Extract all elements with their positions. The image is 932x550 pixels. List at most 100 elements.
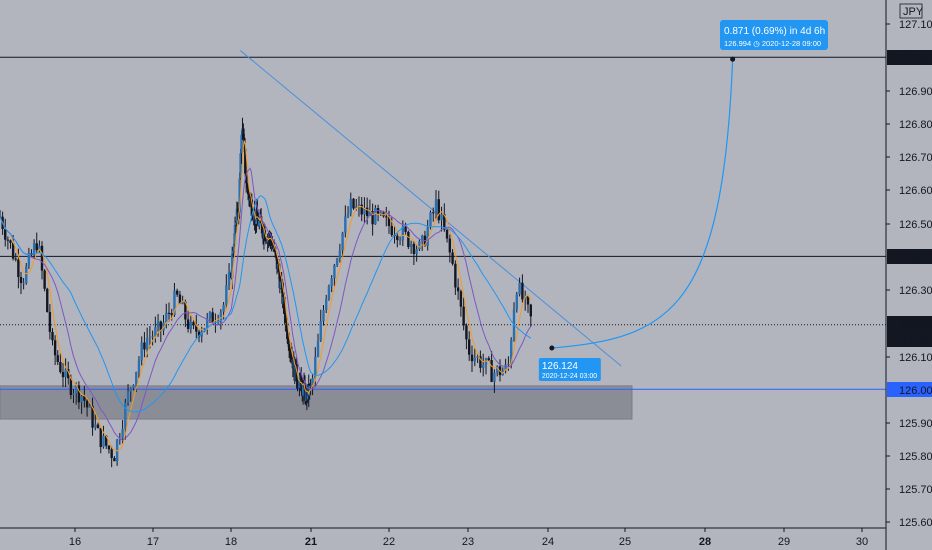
candle-body	[238, 178, 241, 213]
candle-body	[14, 258, 17, 260]
candle-body	[289, 351, 293, 357]
price-axis-background	[886, 0, 932, 550]
candle-body	[225, 285, 228, 305]
candle-body	[234, 222, 238, 225]
candle-body	[19, 277, 23, 283]
candle-body	[434, 199, 438, 213]
candle-body	[250, 199, 253, 216]
candle-body	[206, 318, 209, 329]
candle-body	[244, 149, 247, 174]
time-tick: 18	[225, 536, 237, 548]
candle-body	[459, 291, 463, 307]
candle-body	[363, 207, 366, 215]
candle-body	[159, 321, 162, 331]
candle-body	[273, 247, 277, 253]
candle-body	[479, 356, 482, 368]
candle-body	[327, 286, 331, 300]
candle-body	[401, 226, 405, 241]
price-tick: 126.000	[899, 385, 932, 397]
candle-body	[338, 250, 342, 259]
time-tick: 25	[619, 536, 631, 548]
price-tick: 126.600	[899, 185, 932, 197]
candle-body	[335, 258, 339, 266]
candle-body	[11, 242, 15, 259]
candle-body	[454, 263, 457, 288]
candle-body	[333, 265, 336, 279]
candle-body	[27, 253, 31, 267]
candle-body	[77, 385, 81, 403]
candle-body	[167, 312, 171, 314]
trendline	[240, 50, 622, 367]
candle-body	[240, 134, 243, 154]
candle-body	[236, 208, 239, 215]
candle-body	[72, 393, 75, 396]
candle-body	[203, 328, 206, 332]
candle-body	[192, 321, 195, 326]
candle-body	[181, 301, 184, 304]
candle-body	[51, 331, 54, 341]
candle-body	[135, 371, 138, 386]
candle-body	[222, 304, 225, 312]
candle-body	[137, 360, 141, 372]
candle-body	[526, 296, 530, 305]
candle-body	[178, 294, 182, 304]
candle-body	[239, 153, 242, 179]
candle-body	[456, 287, 460, 292]
time-tick: 24	[542, 536, 554, 548]
price-tick: 126.100	[899, 352, 932, 364]
price-level-box	[887, 249, 932, 264]
candle-body	[247, 194, 251, 201]
candle-body	[396, 235, 399, 241]
candle-body	[267, 237, 270, 239]
projection-end-point	[730, 56, 736, 62]
candle-body	[251, 215, 254, 219]
candle-body	[56, 355, 59, 362]
candle-body	[404, 226, 407, 232]
candle-body	[426, 227, 429, 246]
candle-body	[407, 231, 410, 247]
candle-body	[173, 290, 176, 316]
candle-body	[269, 234, 272, 240]
candle-body	[25, 266, 28, 283]
candle-body	[412, 243, 416, 255]
price-level-box	[887, 50, 932, 65]
candle-body	[507, 364, 510, 366]
candle-body	[277, 264, 281, 273]
candle-body	[355, 206, 358, 209]
candle-body	[189, 321, 193, 329]
candle-body	[360, 204, 363, 215]
candle-body	[165, 312, 168, 323]
candle-body	[510, 340, 513, 365]
time-tick: 28	[699, 536, 711, 548]
candle-body	[529, 304, 532, 317]
candle-body	[518, 282, 521, 295]
price-tick: 125.800	[899, 451, 932, 463]
candle-body	[300, 375, 303, 383]
candle-body	[387, 216, 391, 226]
time-tick: 22	[383, 536, 395, 548]
projection-change-callout	[720, 20, 828, 50]
candle-body	[211, 312, 214, 323]
candle-body	[175, 290, 179, 295]
candle-body	[124, 402, 127, 429]
candle-body	[275, 255, 279, 270]
candle-body	[260, 223, 264, 234]
candle-body	[385, 216, 388, 218]
candle-body	[371, 210, 374, 225]
candle-body	[420, 235, 424, 242]
candle-body	[258, 221, 261, 226]
candle-body	[398, 240, 402, 242]
price-tick: 126.900	[899, 86, 932, 98]
candle-body	[390, 225, 393, 236]
candle-body	[154, 327, 157, 337]
plot-background	[0, 0, 886, 528]
projection-end-time: 126.994 ◷ 2020-12-28 09:00	[724, 39, 821, 48]
candle-body	[102, 435, 105, 447]
projection-start-point	[549, 345, 555, 351]
candle-body	[99, 428, 102, 447]
candle-body	[219, 311, 223, 321]
candle-body	[242, 128, 245, 138]
candle-body	[274, 252, 278, 256]
